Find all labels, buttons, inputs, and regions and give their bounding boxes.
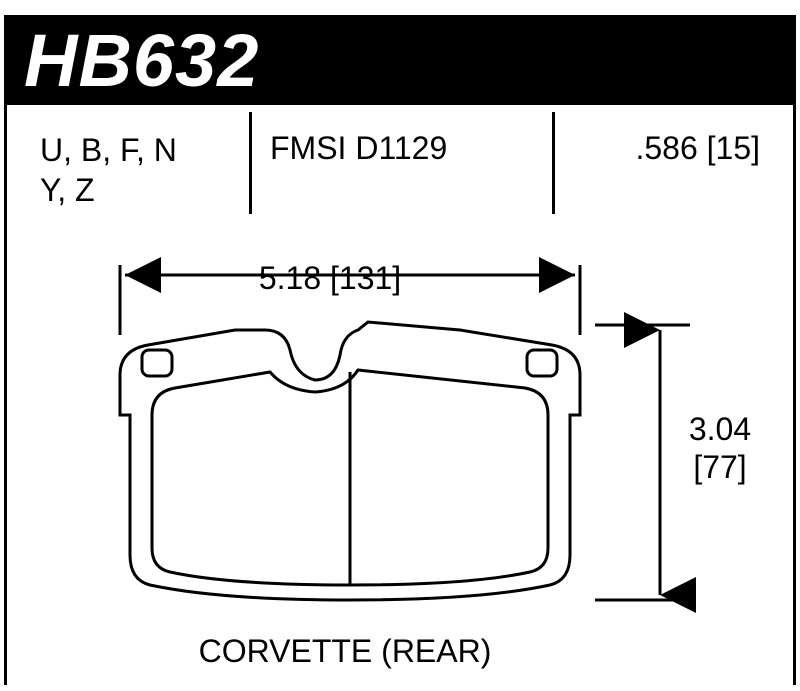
- codes-line1: U, B, F, N: [40, 130, 177, 170]
- product-label: CORVETTE (REAR): [155, 633, 535, 670]
- compound-codes: U, B, F, N Y, Z: [40, 130, 177, 210]
- thickness: .586 [15]: [635, 130, 760, 167]
- info-row: U, B, F, N Y, Z FMSI D1129 .586 [15]: [40, 120, 760, 220]
- diagram-area: 5.18 [131] 3.04 [77] CORVETTE (REAR): [40, 230, 760, 680]
- border-right: [793, 15, 796, 685]
- height-in: 3.04: [670, 410, 770, 448]
- spec-sheet: HB632 U, B, F, N Y, Z FMSI D1129 .586 [1…: [0, 0, 800, 691]
- fmsi-code: FMSI D1129: [270, 130, 447, 167]
- codes-line2: Y, Z: [40, 170, 177, 210]
- part-number: HB632: [24, 18, 259, 103]
- header-bar: HB632: [4, 15, 796, 105]
- mounting-hole-left: [142, 350, 172, 376]
- height-dimension: 3.04 [77]: [670, 410, 770, 487]
- mounting-hole-right: [527, 350, 557, 376]
- border-left: [4, 15, 7, 685]
- width-dimension: 5.18 [131]: [140, 260, 520, 297]
- height-mm: [77]: [670, 448, 770, 486]
